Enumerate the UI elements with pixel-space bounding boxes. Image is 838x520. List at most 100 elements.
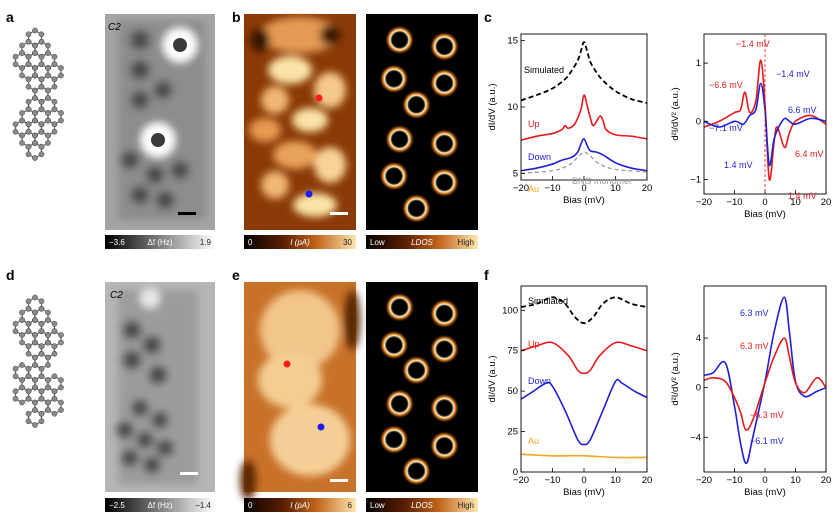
colorbar-b-ldos-low: Low <box>370 238 385 247</box>
atom <box>19 42 25 49</box>
series-up <box>521 341 647 375</box>
atom <box>12 128 19 135</box>
y-tick-label: 5 <box>513 168 518 179</box>
y-tick-label: −1 <box>690 174 701 185</box>
atom <box>19 377 25 383</box>
ldos-lobe <box>379 63 409 94</box>
atom <box>45 95 51 101</box>
atom <box>12 395 19 402</box>
atom <box>19 384 25 391</box>
atom <box>12 373 19 380</box>
atom <box>32 377 38 383</box>
atom <box>45 317 51 323</box>
atom <box>32 384 38 391</box>
atom <box>38 31 45 38</box>
atom <box>45 42 51 49</box>
atom <box>51 320 58 327</box>
atom <box>58 110 64 116</box>
atom <box>32 399 38 406</box>
ldos-lobe <box>384 124 415 155</box>
series-au <box>521 453 647 459</box>
atom <box>38 76 45 83</box>
x-tick-label: 0 <box>581 475 586 486</box>
colorbar-a-max: 1.9 <box>200 238 212 247</box>
ldos-lobe <box>384 388 415 419</box>
molecule-model-top <box>12 27 64 161</box>
panel-letter-a: a <box>6 9 14 25</box>
x-tick-label: −10 <box>726 475 742 486</box>
colorbar-e-current: 0 I (pA) 6 <box>244 498 356 512</box>
atom <box>25 61 32 68</box>
atom <box>58 407 64 413</box>
atom <box>38 53 45 60</box>
annot-up-6p4: 6.4 mV <box>795 149 824 159</box>
x-tick-label: 10 <box>610 183 621 194</box>
label-simulated: Simulated <box>528 296 568 306</box>
colorbar-e-ldos-low: Low <box>370 501 385 510</box>
atom <box>19 132 25 139</box>
ldos-lobe <box>429 334 460 365</box>
colorbar-b-current: 0 I (pA) 30 <box>244 235 356 249</box>
colorbar-a-min: −3.6 <box>109 238 125 247</box>
annot-up-1p4: 1.4 mV <box>788 191 817 201</box>
x-axis-title: Bias (mV) <box>563 487 605 498</box>
colorbar-e-ldos-quantity: LDOS <box>411 501 433 510</box>
atom <box>38 143 45 150</box>
colorbar-d-quantity: Δf (Hz) <box>148 501 173 510</box>
x-axis-title: Bias (mV) <box>744 209 786 220</box>
y-axis-title: dI/dV (a.u.) <box>487 356 498 403</box>
atom <box>19 339 25 346</box>
label-au: Au <box>528 184 539 194</box>
afm-image-a <box>105 14 215 230</box>
atom <box>38 121 45 128</box>
atom <box>25 410 32 417</box>
y-axis-title: d²I/dV² (a.u.) <box>670 87 681 140</box>
y-tick-label: 4 <box>696 333 701 344</box>
atom <box>38 106 45 113</box>
atom <box>45 407 51 413</box>
ldos-map-b <box>366 14 478 230</box>
atom <box>19 140 25 146</box>
x-tick-label: −20 <box>696 475 712 486</box>
atom <box>45 72 51 79</box>
atom <box>12 328 19 335</box>
atom <box>38 418 45 425</box>
annot-down-neg6p1: −6.1 mV <box>750 436 784 446</box>
afm-image-d <box>105 282 215 492</box>
colorbar-e-min: 0 <box>248 501 253 510</box>
ldos-lobe <box>429 393 460 423</box>
chart-c-didv: −20 −10 0 10 20 5 10 15 Bias (mV) dI/dV (a.u.) Sim… <box>487 33 652 206</box>
atom <box>32 294 38 301</box>
atom <box>25 305 32 312</box>
atom <box>45 362 51 368</box>
atom <box>38 320 45 327</box>
colorbar-b-quantity: I (pA) <box>290 238 310 247</box>
x-tick-label: −20 <box>513 475 529 486</box>
atom <box>32 42 38 49</box>
atom <box>19 399 25 406</box>
y-tick-label: 0 <box>696 116 701 127</box>
panel-letter-c: c <box>484 9 492 25</box>
atom <box>51 388 58 395</box>
atom <box>32 140 38 146</box>
atom <box>25 395 32 402</box>
ldos-lobe <box>384 292 415 323</box>
x-tick-label: −10 <box>544 475 560 486</box>
atom <box>58 339 64 346</box>
atom <box>45 399 51 406</box>
series-down <box>704 82 826 167</box>
colorbar-e-ldos: Low LDOS High <box>366 498 478 512</box>
y-tick-label: 0 <box>696 383 701 394</box>
atom <box>38 83 45 90</box>
atom <box>32 65 38 71</box>
y-tick-label: 0 <box>513 467 518 478</box>
atom <box>25 38 32 45</box>
atom <box>25 31 32 38</box>
label-up: Up <box>528 339 540 349</box>
atom <box>25 151 32 158</box>
atom <box>25 121 32 128</box>
atom <box>38 343 45 350</box>
x-tick-label: −20 <box>513 183 529 194</box>
atom <box>19 332 25 338</box>
y-axis-title: d²I/dV² (a.u.) <box>670 352 681 405</box>
